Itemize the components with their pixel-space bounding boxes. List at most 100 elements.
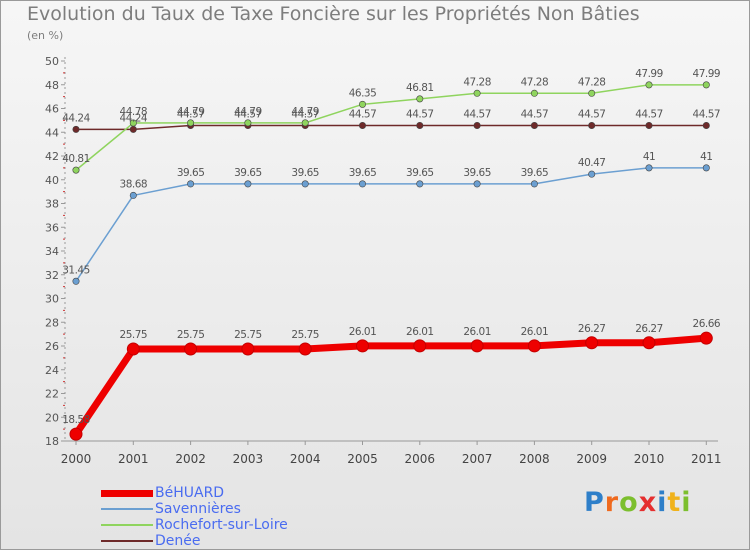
- data-point: [187, 180, 195, 188]
- proxiti-logo: Proxiti: [584, 487, 692, 518]
- data-label: 40.81: [62, 153, 90, 165]
- data-label: 47.28: [463, 76, 491, 88]
- data-label: 39.65: [349, 167, 377, 179]
- data-point: [530, 180, 538, 188]
- series-lines: [73, 84, 707, 437]
- data-label: 46.81: [406, 82, 434, 94]
- data-point: [358, 180, 366, 188]
- y-tick-label: 22: [45, 388, 59, 401]
- data-label: 44.57: [291, 108, 319, 120]
- data-label: 41: [700, 151, 712, 163]
- data-point: [416, 180, 424, 188]
- x-tick-label: 2000: [61, 452, 92, 466]
- legend-label: BéHUARD: [155, 485, 225, 501]
- data-point: [301, 119, 309, 127]
- data-label: 44.24: [120, 112, 148, 124]
- data-label: 25.75: [291, 329, 319, 341]
- data-point: [301, 180, 309, 188]
- y-tick-label: 46: [45, 103, 59, 116]
- x-tick-label: 2003: [233, 452, 264, 466]
- data-point: [129, 119, 137, 127]
- data-point: [244, 180, 252, 188]
- data-point: [187, 119, 195, 127]
- data-label: 44.57: [635, 108, 663, 120]
- legend-label: Savennières: [155, 501, 241, 517]
- y-tick-label: 48: [45, 79, 59, 92]
- data-point: [416, 95, 424, 103]
- data-point: [126, 342, 140, 356]
- y-tick-label: 30: [45, 293, 59, 306]
- axes: 18 20 22 24 26 28 30 32 34 36 38 40 42 44 46 48 50 2000 20…: [45, 55, 722, 466]
- logo-letter: o: [619, 487, 639, 518]
- data-point: [241, 342, 255, 356]
- data-point: [530, 89, 538, 97]
- x-tick-label: 2009: [576, 452, 607, 466]
- data-label: 47.28: [578, 76, 606, 88]
- logo-letter: P: [584, 487, 605, 518]
- data-label: 25.75: [120, 329, 148, 341]
- y-tick-label: 38: [45, 198, 59, 211]
- y-tick-label: 24: [45, 364, 59, 377]
- data-label: 25.75: [177, 329, 205, 341]
- data-point: [69, 427, 83, 441]
- legend-swatch: [101, 508, 153, 510]
- x-tick-label: 2007: [462, 452, 493, 466]
- data-point: [699, 331, 713, 345]
- data-label: 44.79: [177, 106, 205, 118]
- data-point: [702, 81, 710, 89]
- data-label: 44.57: [693, 108, 721, 120]
- data-point: [642, 336, 656, 350]
- legend-swatch: [101, 540, 153, 542]
- data-label: 31.45: [62, 264, 90, 276]
- data-point: [72, 125, 80, 133]
- data-label: 26.27: [578, 323, 606, 335]
- data-label: 39.65: [177, 167, 205, 179]
- logo-letter: r: [604, 487, 620, 518]
- data-label: 26.01: [521, 326, 549, 338]
- data-point: [129, 191, 137, 199]
- data-label: 39.65: [406, 167, 434, 179]
- y-tick-label: 18: [45, 435, 59, 448]
- data-label: 47.28: [521, 76, 549, 88]
- data-point: [244, 119, 252, 127]
- data-point: [413, 339, 427, 353]
- data-point: [129, 125, 137, 133]
- logo-letter: t: [667, 487, 682, 518]
- data-label: 26.01: [463, 326, 491, 338]
- data-label: 41: [643, 151, 655, 163]
- data-label: 39.65: [521, 167, 549, 179]
- series-line-3: [76, 124, 707, 131]
- series-line-1: [75, 167, 707, 282]
- data-label: 44.57: [349, 108, 377, 120]
- series-line-0: [73, 334, 707, 437]
- data-label: 26.01: [406, 326, 434, 338]
- data-point: [470, 339, 484, 353]
- logo-letter: x: [638, 487, 658, 518]
- data-point: [473, 180, 481, 188]
- data-label: 44.24: [62, 112, 90, 124]
- x-tick-label: 2010: [634, 452, 665, 466]
- data-point: [702, 121, 710, 129]
- data-point: [588, 170, 596, 178]
- data-point: [645, 81, 653, 89]
- y-tick-label: 44: [45, 126, 59, 139]
- x-tick-label: 2004: [290, 452, 321, 466]
- logo-letter: i: [657, 487, 668, 518]
- data-label: 44.57: [234, 108, 262, 120]
- x-tick-label: 2006: [405, 452, 436, 466]
- data-label: 39.65: [234, 167, 262, 179]
- data-label: 18.58: [62, 414, 90, 426]
- data-label: 25.75: [234, 329, 262, 341]
- data-label: 44.57: [177, 108, 205, 120]
- data-label: 47.99: [635, 68, 663, 80]
- data-point: [530, 121, 538, 129]
- data-label: 46.35: [349, 87, 377, 99]
- logo-letter: i: [681, 487, 692, 518]
- data-label: 47.99: [693, 68, 721, 80]
- series-line-2: [75, 84, 707, 171]
- data-label: 26.66: [693, 318, 721, 330]
- data-point: [527, 339, 541, 353]
- data-label: 40.47: [578, 157, 606, 169]
